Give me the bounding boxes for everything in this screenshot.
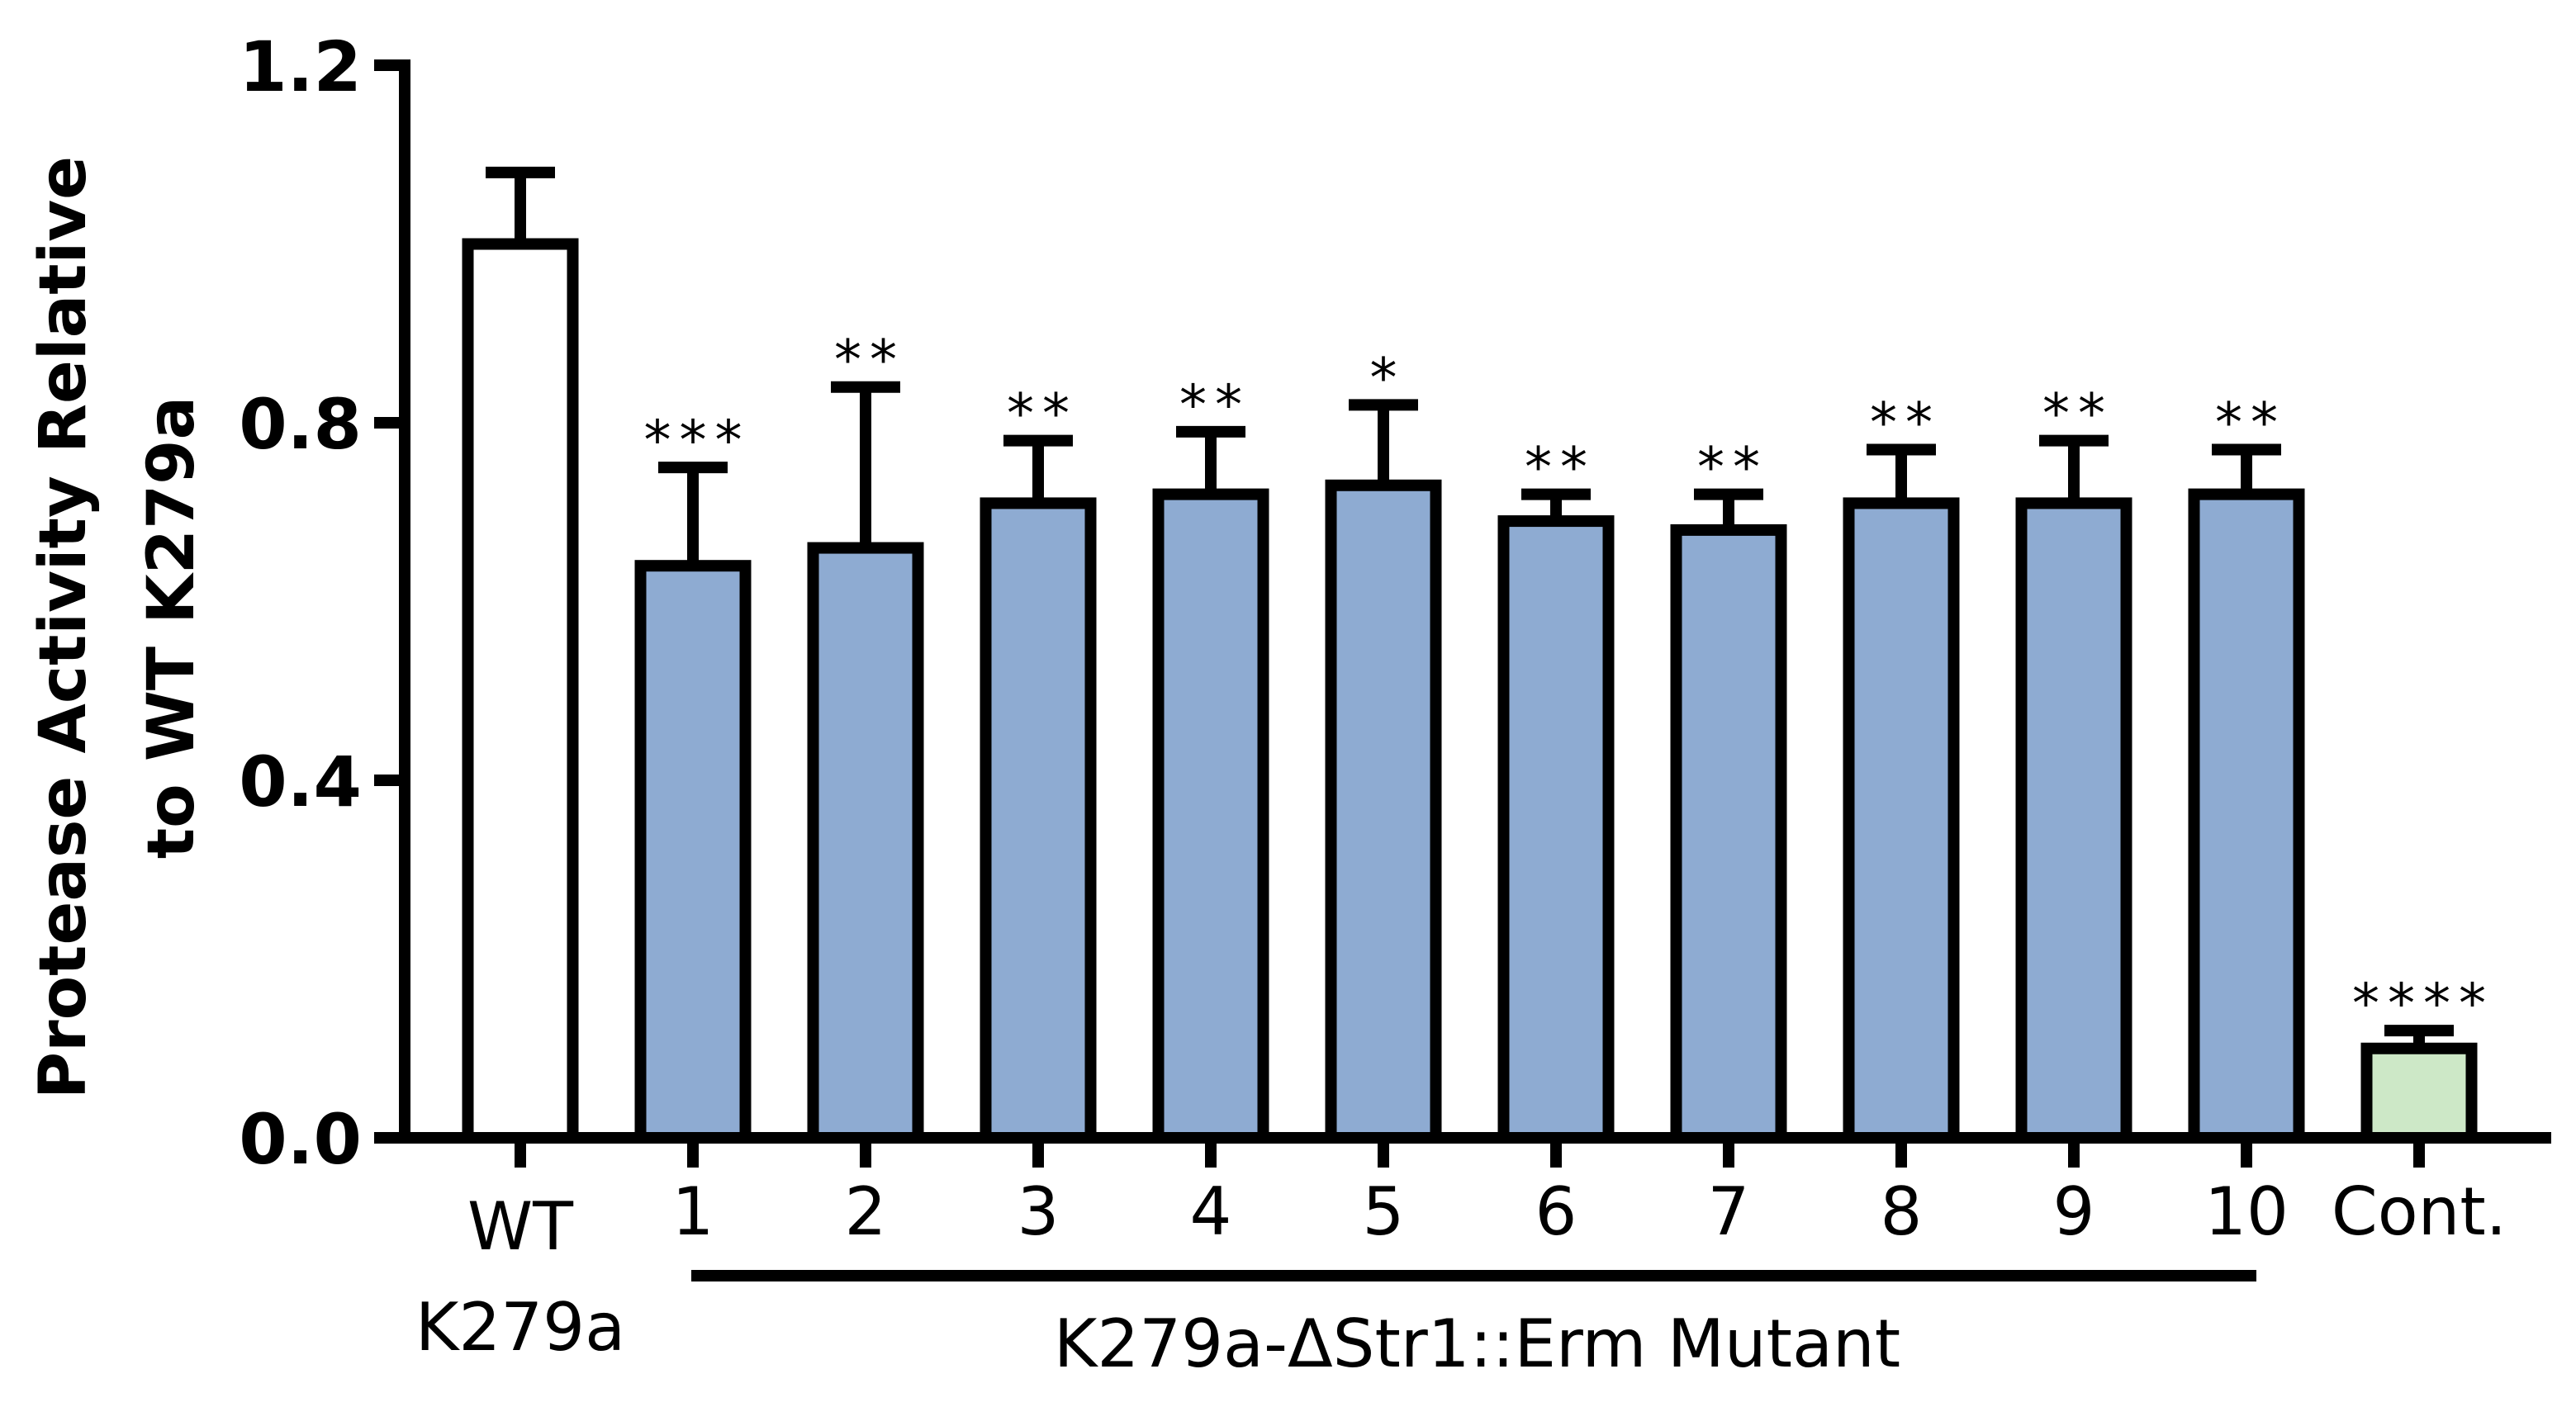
x-tick-label: Cont. [2332,1173,2507,1250]
x-tick-label: 9 [2053,1173,2095,1250]
significance-marker: ** [1525,436,1596,500]
x-tick-label: 2 [845,1173,887,1250]
bar [1497,515,1615,1144]
bar [1670,523,1787,1144]
bar [2188,488,2305,1144]
x-axis: WT K279a 1 2 3 4 5 6 7 8 9 10 Cont. [399,1132,2551,1366]
x-tick-label: WT [467,1188,574,1265]
bar [462,238,579,1144]
bar-group: ** [2188,391,2305,1144]
y-tick-label: 0.4 [239,741,362,822]
significance-marker: ** [2215,391,2286,454]
bar-group: *** [634,409,752,1144]
x-tick-label: 7 [1708,1173,1750,1250]
y-tick-label: 0.0 [239,1099,362,1180]
significance-marker: ** [1697,436,1768,500]
bar [2360,1042,2478,1144]
x-tick-label: 3 [1018,1173,1060,1250]
bar [1152,488,1269,1144]
significance-marker: ** [1870,391,1941,454]
bar-group: ** [1152,373,1269,1144]
y-tick-label: 0.8 [239,384,362,465]
bar-group: ** [807,329,924,1144]
significance-marker: **** [2352,972,2494,1035]
bar [807,542,924,1144]
significance-marker: ** [2042,382,2113,446]
y-axis-title: Protease Activity Relative to WT K279a [26,156,209,1099]
x-tick-label: 1 [672,1173,714,1250]
x-tick-label: 8 [1881,1173,1923,1250]
significance-marker: ** [834,329,905,392]
group-annotation: K279a-ΔStr1::Erm Mutant [691,1270,2256,1382]
bar [1325,479,1442,1144]
bar-group [462,166,579,1144]
x-tick-label: 5 [1363,1173,1405,1250]
bar [1843,497,1960,1144]
bar-group: * [1325,346,1442,1144]
bar-group: **** [2352,972,2494,1144]
x-tick-label: 6 [1535,1173,1577,1250]
bar [980,497,1097,1144]
bar-group: ** [1670,436,1787,1144]
x-tick-label: 10 [2204,1173,2289,1250]
y-axis: 0.0 0.4 0.8 1.2 [239,26,410,1180]
bar [634,560,752,1144]
significance-marker: ** [1179,373,1250,437]
x-tick-label: K279a [415,1289,625,1366]
y-axis-title-line: to WT K279a [135,396,209,859]
significance-marker: *** [644,409,751,472]
y-tick-label: 1.2 [239,26,362,107]
bar-group: ** [980,382,1097,1144]
y-axis-title-line: Protease Activity Relative [26,156,101,1099]
significance-marker: * [1370,346,1406,410]
bar-group: ** [1497,436,1615,1144]
significance-marker: ** [1007,382,1078,446]
bar [2015,497,2132,1144]
bar-group: ** [2015,382,2132,1144]
x-tick-label: 4 [1190,1173,1232,1250]
bars: ******* ** *** **** ** ****** [462,166,2494,1144]
group-label: K279a-ΔStr1::Erm Mutant [1054,1305,1900,1382]
bar-group: ** [1843,391,1960,1144]
